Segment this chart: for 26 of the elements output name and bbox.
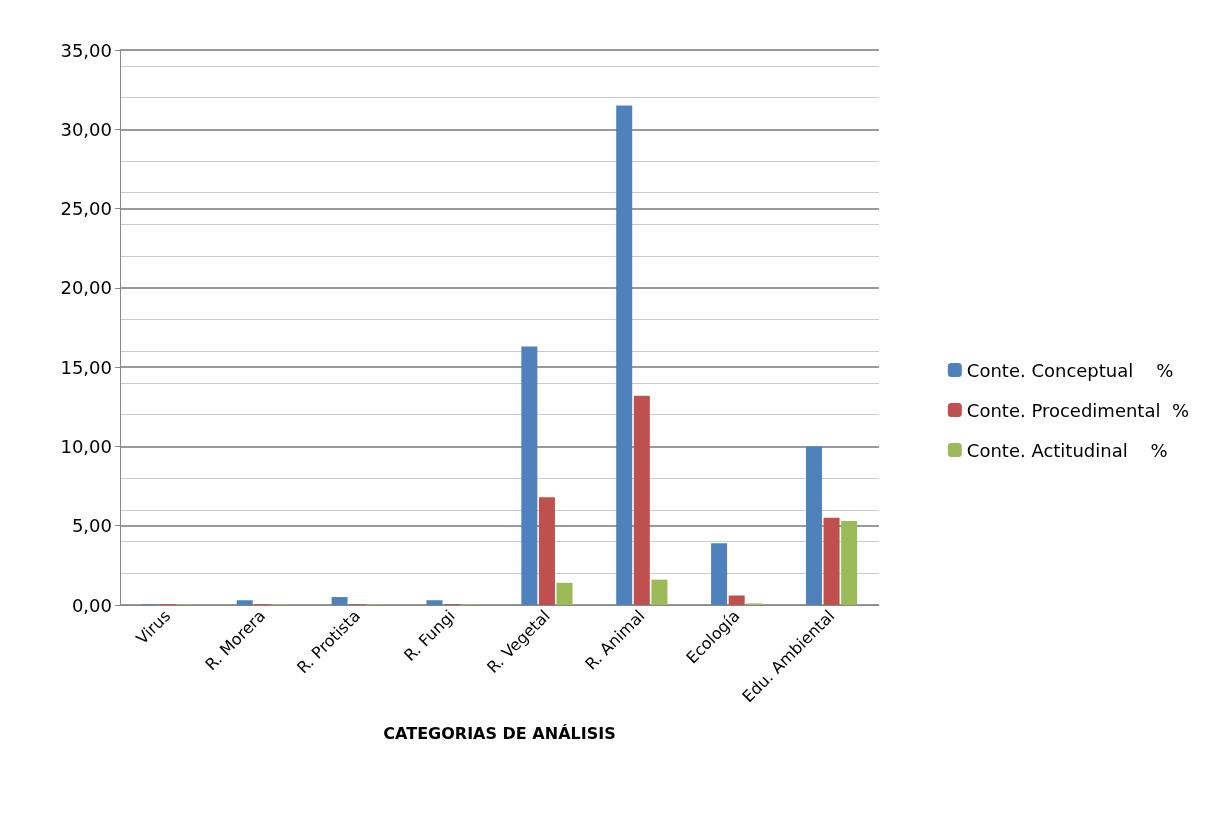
y-tick-label: 5,00 bbox=[71, 515, 112, 537]
bar bbox=[651, 579, 668, 605]
x-axis-title: CATEGORIAS DE ANÁLISIS bbox=[383, 723, 616, 743]
y-tick-label: 25,00 bbox=[60, 198, 112, 220]
bar bbox=[728, 595, 745, 605]
bar bbox=[521, 346, 538, 605]
y-tick-label: 0,00 bbox=[71, 594, 112, 616]
y-tick-label: 10,00 bbox=[60, 435, 112, 457]
bar bbox=[331, 597, 348, 605]
bar bbox=[711, 543, 728, 605]
bar bbox=[426, 600, 443, 605]
bar bbox=[823, 517, 840, 605]
bar bbox=[556, 582, 573, 605]
legend-label: Conte. Actitudinal % bbox=[966, 439, 1168, 461]
bar bbox=[616, 105, 633, 605]
legend-label: Conte. Conceptual % bbox=[966, 359, 1174, 381]
bar bbox=[538, 497, 555, 605]
y-tick-label: 30,00 bbox=[60, 118, 112, 140]
legend-label: Conte. Procedimental % bbox=[966, 399, 1189, 421]
bar bbox=[805, 446, 822, 605]
bar bbox=[633, 395, 650, 605]
y-tick-label: 15,00 bbox=[60, 356, 112, 378]
bar bbox=[841, 520, 858, 605]
bar bbox=[236, 600, 253, 605]
y-tick-label: 35,00 bbox=[60, 39, 112, 61]
y-tick-label: 20,00 bbox=[60, 277, 112, 299]
